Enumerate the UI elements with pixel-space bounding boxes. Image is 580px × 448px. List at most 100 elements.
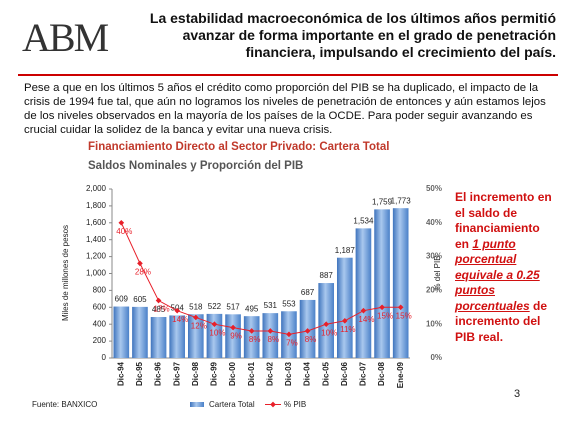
data-label: 553 [282,299,296,308]
y-tick-label: 600 [93,302,107,311]
legend-label: Cartera Total [209,400,255,409]
line-marker [341,317,348,324]
x-tick-label: Dic-02 [265,361,274,386]
data-label: 14% [172,315,188,324]
y-tick-label: 1,600 [86,218,107,227]
bar [169,315,186,358]
data-label: 531 [264,301,278,310]
data-label: 605 [133,295,147,304]
line-marker [397,304,404,311]
y2-tick-label: 50% [426,184,442,193]
line-marker [323,321,330,328]
data-label: 495 [245,304,259,313]
legend-swatch [270,401,276,408]
data-label: 9% [230,332,242,341]
data-label: 1,534 [353,216,374,225]
line-marker [211,321,218,328]
data-label: 7% [286,338,298,347]
bar [262,313,279,358]
y2-axis-title: % del PIB [433,255,442,290]
data-label: 8% [268,335,280,344]
y2-tick-label: 40% [426,218,442,227]
x-tick-label: Dic-99 [210,361,219,386]
data-label: 17% [154,305,170,314]
data-label: 522 [208,302,222,311]
note-text: de incremento del PIB real. [455,298,548,344]
data-label: 517 [226,302,240,311]
line-marker [248,328,255,334]
x-tick-label: Dic-05 [321,361,330,386]
y-axis-title: Miles de millones de pesos [61,225,70,321]
data-label: 10% [209,328,225,337]
line-marker [379,304,385,311]
bar [132,306,148,358]
bar [392,208,409,358]
data-label: 12% [191,322,207,331]
line-marker [155,297,162,304]
y2-tick-label: 0% [430,353,442,362]
x-tick-label: Dic-01 [247,361,256,386]
line [120,222,401,335]
x-tick-label: Dic-96 [154,361,163,386]
data-label: 14% [358,315,374,324]
line-marker [137,260,143,267]
bar [355,228,372,358]
x-tick-label: Dic-07 [359,361,368,386]
line-marker [304,328,311,334]
line-marker [267,328,274,334]
data-label: 15% [377,311,393,320]
y-tick-label: 1,200 [86,252,107,261]
data-label: 1,759 [372,197,393,206]
line-marker [230,324,236,331]
x-tick-label: Dic-97 [172,361,181,386]
line-marker [174,307,181,314]
data-label: 887 [320,271,334,280]
data-label: 11% [340,325,355,334]
data-label: 15% [396,311,412,320]
data-label: 28% [135,267,151,276]
header: La estabilidad macroeconómica de los últ… [149,10,556,60]
bar [150,317,167,358]
y-tick-label: 2,000 [86,184,107,193]
data-label: 485 [152,305,166,314]
x-tick-label: Dic-03 [284,361,293,386]
x-tick-label: Dic-06 [340,361,349,386]
y2-tick-label: 10% [426,319,442,328]
body-text: Pese a que en los últimos 5 años el créd… [24,82,546,136]
y2-tick-label: 30% [426,252,442,261]
y2-tick-label: 20% [426,286,442,295]
side-note: El incremento en el saldo de financiamie… [455,190,555,345]
x-tick-label: Dic-94 [116,361,125,386]
data-label: 8% [305,335,317,344]
line-marker [286,331,292,338]
data-label: 609 [115,295,129,304]
legend-label: % PIB [284,400,306,409]
data-label: 1,773 [391,196,412,205]
line-marker [360,307,367,314]
x-tick-label: Ene-09 [396,361,405,388]
bar [243,316,260,358]
y-tick-label: 0 [102,353,107,362]
y-tick-label: 800 [93,286,107,295]
divider [18,74,558,76]
legend-swatch [190,402,204,407]
chart-title: Financiamiento Directo al Sector Privado… [88,141,389,153]
x-tick-label: Dic-00 [228,361,237,386]
data-label: 10% [321,328,337,337]
x-tick-label: Dic-08 [377,361,386,386]
bar [113,306,130,358]
data-label: 1,187 [335,246,356,255]
bar [374,209,390,358]
y-tick-label: 400 [93,319,107,328]
data-label: 8% [249,335,261,344]
chart-subtitle: Saldos Nominales y Proporción del PIB [88,160,303,172]
note-emphasis: 1 punto porcentual equivale a 0.25 punto… [455,236,540,313]
note-text: El incremento en el saldo de financiamie… [455,190,552,251]
bar [187,314,204,358]
y-tick-label: 1,800 [86,201,107,210]
page-number: 3 [514,388,521,400]
data-label: 518 [189,302,203,311]
data-label: 40% [116,227,132,236]
logo: ABM [22,15,109,60]
